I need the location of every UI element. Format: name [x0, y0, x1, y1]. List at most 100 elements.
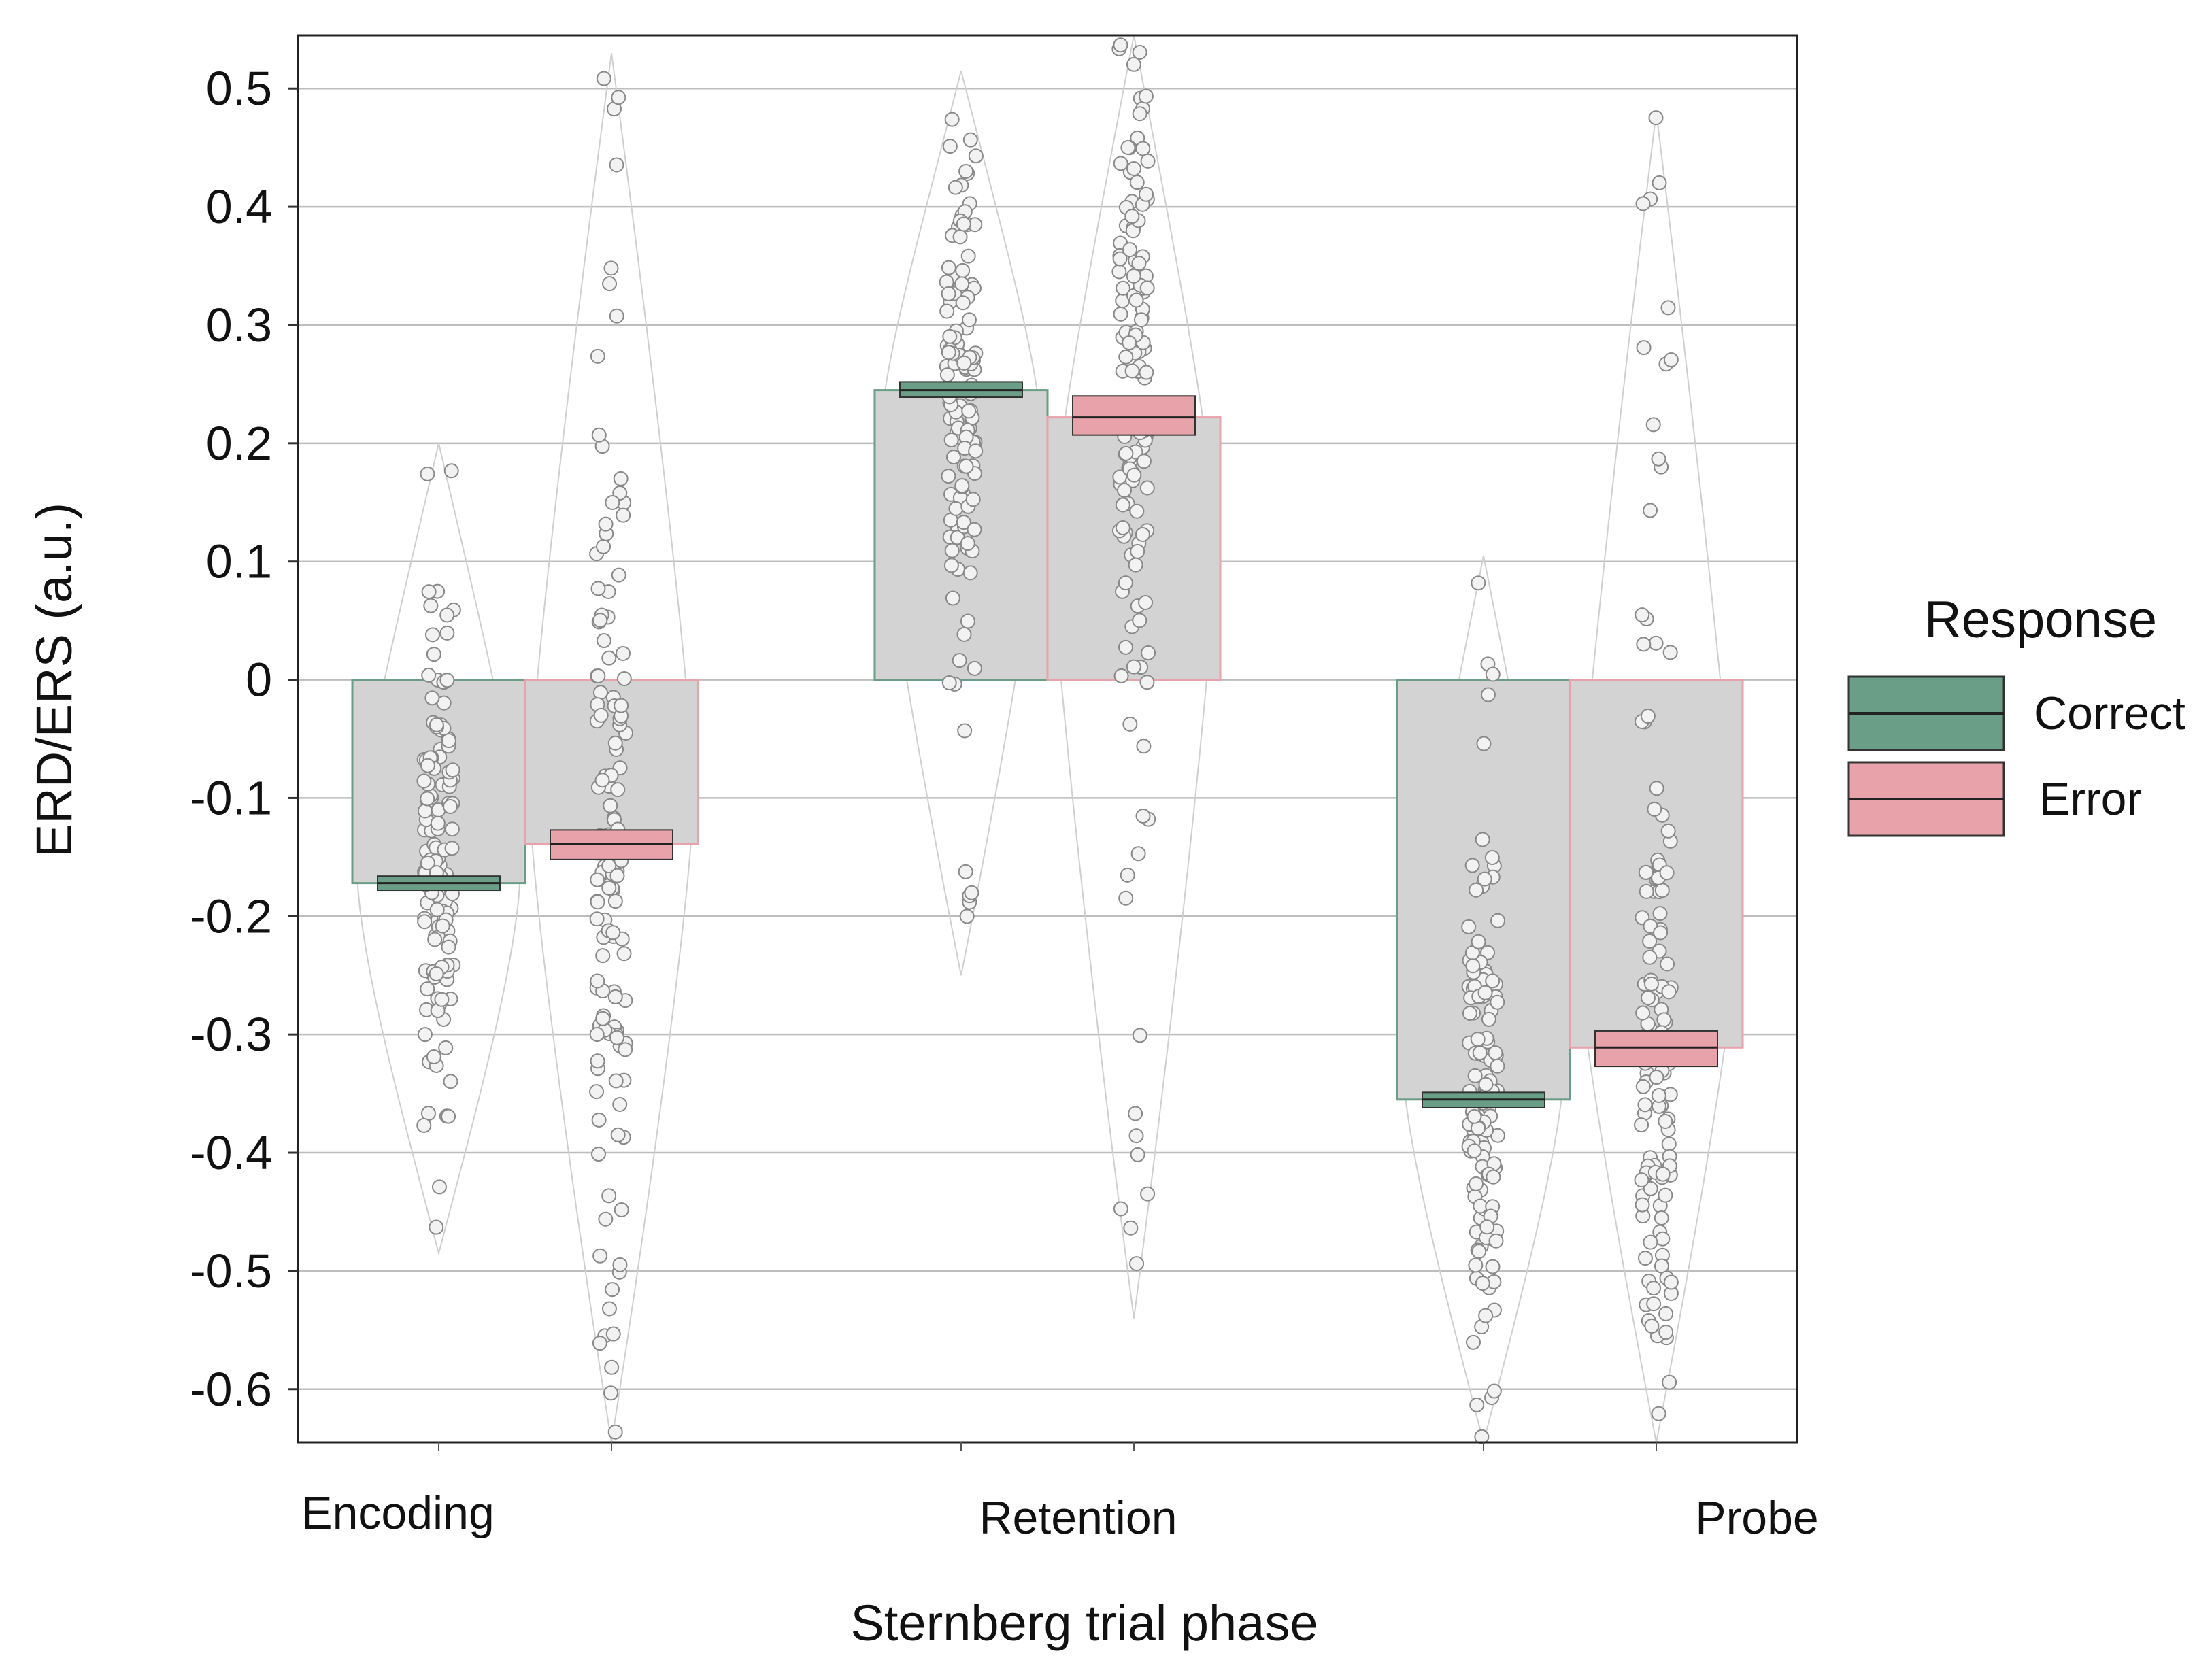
data-point	[1660, 300, 1676, 316]
data-point	[598, 1211, 614, 1227]
data-point	[1472, 1045, 1488, 1061]
data-point	[590, 1147, 606, 1162]
data-point	[967, 522, 982, 537]
data-point	[1116, 280, 1131, 296]
data-point	[592, 1248, 608, 1264]
data-point	[601, 650, 617, 666]
data-point	[1116, 482, 1132, 498]
data-point	[1130, 846, 1146, 862]
data-point	[1634, 1172, 1649, 1188]
data-point	[939, 367, 955, 383]
data-point	[609, 308, 624, 324]
data-point	[1469, 1397, 1485, 1412]
data-point	[1485, 1259, 1501, 1274]
data-point	[941, 345, 956, 360]
data-point	[1129, 503, 1145, 519]
data-points	[416, 37, 1679, 1444]
data-point	[434, 992, 450, 1007]
data-point	[611, 90, 626, 105]
data-point	[1465, 1334, 1481, 1350]
data-point	[1662, 1374, 1677, 1390]
violin-outline	[878, 70, 1044, 976]
data-point	[420, 855, 435, 870]
data-point	[1661, 1136, 1677, 1152]
data-point	[1120, 867, 1135, 883]
data-point	[960, 536, 975, 552]
data-point	[1131, 256, 1147, 271]
data-point	[1479, 1219, 1495, 1235]
data-point	[1647, 801, 1662, 817]
data-point	[1135, 141, 1151, 156]
y-tick-label: 0.3	[206, 299, 272, 352]
data-point	[948, 180, 963, 195]
data-point	[945, 590, 960, 606]
data-point	[1486, 1169, 1501, 1185]
ci-box-error	[1072, 395, 1196, 436]
data-point	[421, 584, 437, 600]
data-point	[596, 539, 611, 554]
data-point	[1636, 340, 1652, 356]
legend: Response Correct Error	[1847, 591, 2185, 837]
data-point	[430, 815, 446, 831]
y-tick-label: -0.2	[190, 890, 272, 943]
data-point	[1471, 575, 1486, 591]
data-point	[1636, 637, 1652, 652]
data-point	[421, 667, 437, 683]
data-point	[591, 1112, 607, 1128]
data-point	[1484, 850, 1500, 866]
data-point	[1655, 1231, 1671, 1247]
data-point	[1490, 994, 1505, 1010]
data-point	[1112, 251, 1128, 267]
data-point	[952, 653, 967, 668]
data-point	[610, 782, 626, 798]
data-point	[956, 355, 972, 371]
data-point	[1488, 1045, 1503, 1061]
data-point	[417, 914, 433, 930]
data-point	[615, 646, 631, 662]
y-tick-label: 0	[246, 654, 272, 707]
data-point	[1635, 1005, 1651, 1021]
data-point	[1643, 976, 1659, 992]
data-point	[1133, 312, 1149, 328]
data-point	[1462, 1005, 1477, 1021]
data-point	[602, 276, 618, 292]
data-point	[960, 248, 976, 264]
data-point	[958, 163, 974, 179]
data-point	[943, 433, 959, 448]
data-point	[444, 841, 460, 856]
legend-label-error: Error	[2039, 773, 2142, 825]
data-point	[1138, 186, 1154, 202]
data-point	[1124, 363, 1140, 379]
data-point	[1643, 503, 1658, 518]
data-point	[943, 558, 959, 573]
data-point	[590, 872, 605, 887]
data-point	[944, 543, 960, 558]
data-point	[1480, 687, 1496, 702]
data-point	[1661, 984, 1677, 1000]
data-point	[1139, 365, 1154, 380]
data-point	[435, 918, 450, 934]
data-point	[1652, 175, 1667, 190]
data-point	[612, 1096, 628, 1112]
y-tick-label: -0.3	[190, 1008, 272, 1061]
gridlines	[298, 87, 1797, 1391]
y-tick-label: -0.4	[190, 1126, 272, 1179]
data-point	[1485, 973, 1501, 989]
data-point	[598, 516, 614, 532]
data-point	[1139, 675, 1155, 690]
data-point	[605, 925, 621, 941]
data-point	[1476, 736, 1492, 751]
data-point	[1140, 1186, 1156, 1202]
data-point	[968, 443, 984, 459]
data-point	[444, 821, 460, 837]
data-point	[948, 501, 964, 516]
data-point	[960, 613, 975, 629]
data-point	[1126, 659, 1141, 675]
data-point	[438, 1040, 454, 1055]
data-point	[441, 733, 456, 749]
data-point	[589, 1084, 605, 1100]
y-axis-title: ERD/ERS (a.u.)	[26, 503, 82, 858]
ci-box-error	[1594, 1030, 1718, 1068]
data-point	[423, 598, 439, 613]
